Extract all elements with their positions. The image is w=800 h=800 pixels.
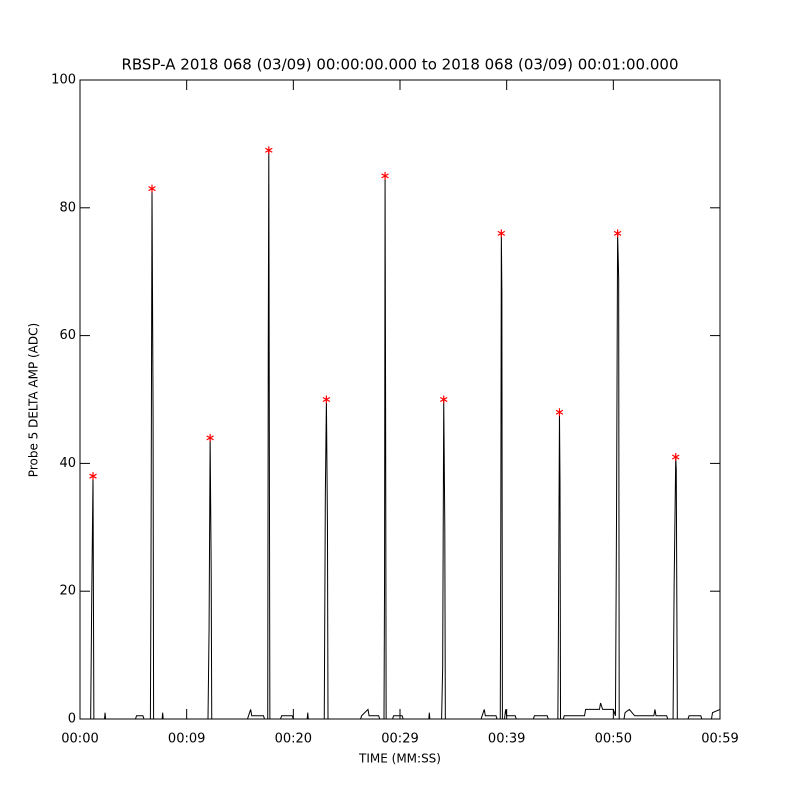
y-tick-label: 80 [59, 200, 76, 215]
x-tick-label: 00:50 [595, 732, 632, 747]
x-tick-label: 00:20 [275, 732, 312, 747]
peak-marker [555, 408, 564, 417]
x-tick-label: 00:39 [488, 732, 525, 747]
y-tick-label: 100 [51, 73, 76, 88]
x-axis-label: TIME (MM:SS) [358, 752, 441, 766]
x-tick-label: 00:29 [381, 732, 418, 747]
peak-marker [613, 229, 622, 238]
y-axis-label: Probe 5 DELTA AMP (ADC) [27, 323, 41, 477]
peak-marker [381, 171, 389, 180]
peak-marker [671, 453, 680, 462]
x-tick-label: 00:59 [701, 732, 738, 747]
peak-marker [439, 395, 448, 404]
y-tick-label: 40 [59, 456, 76, 471]
peak-marker [206, 433, 214, 442]
peak-marker [322, 395, 331, 404]
peak-marker [265, 146, 273, 155]
trace-line [80, 150, 721, 720]
peak-marker [497, 229, 506, 238]
x-tick-label: 00:09 [168, 732, 205, 747]
y-tick-label: 60 [59, 328, 76, 343]
chart-title: RBSP-A 2018 068 (03/09) 00:00:00.000 to … [121, 56, 678, 74]
peak-marker [148, 184, 156, 193]
y-tick-label: 20 [59, 584, 76, 599]
y-tick-label: 0 [68, 712, 76, 727]
peak-marker [89, 472, 97, 481]
x-tick-label: 00:00 [61, 732, 98, 747]
